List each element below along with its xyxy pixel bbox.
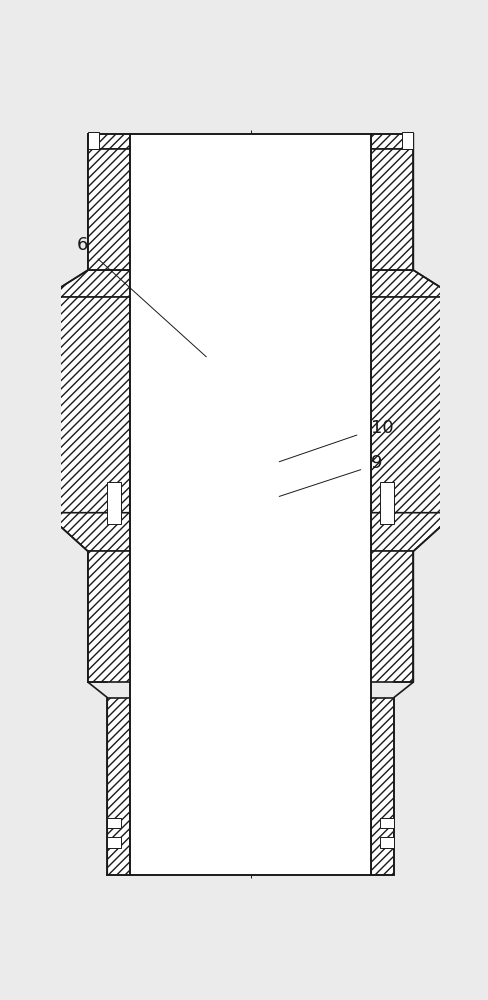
Bar xyxy=(107,837,121,848)
Bar xyxy=(88,132,99,149)
Bar xyxy=(130,134,370,875)
Bar xyxy=(88,134,97,148)
Polygon shape xyxy=(45,270,130,297)
Polygon shape xyxy=(370,513,455,551)
Bar xyxy=(370,551,412,682)
Bar xyxy=(88,149,130,270)
Bar xyxy=(107,818,121,828)
Bar xyxy=(45,297,130,513)
Text: 6: 6 xyxy=(77,236,88,254)
Bar xyxy=(107,482,121,524)
Bar xyxy=(370,698,393,875)
Bar xyxy=(403,134,412,148)
Bar xyxy=(379,482,393,524)
Polygon shape xyxy=(370,270,455,297)
Text: 9: 9 xyxy=(370,454,382,472)
Bar xyxy=(370,134,412,149)
Bar xyxy=(379,818,393,828)
Bar xyxy=(88,134,130,149)
Bar xyxy=(370,297,455,513)
Bar xyxy=(88,551,130,682)
Bar xyxy=(379,837,393,848)
Bar xyxy=(401,132,412,149)
Polygon shape xyxy=(45,513,130,551)
Bar xyxy=(370,149,412,270)
Text: 10: 10 xyxy=(370,419,393,437)
Bar xyxy=(107,698,130,875)
